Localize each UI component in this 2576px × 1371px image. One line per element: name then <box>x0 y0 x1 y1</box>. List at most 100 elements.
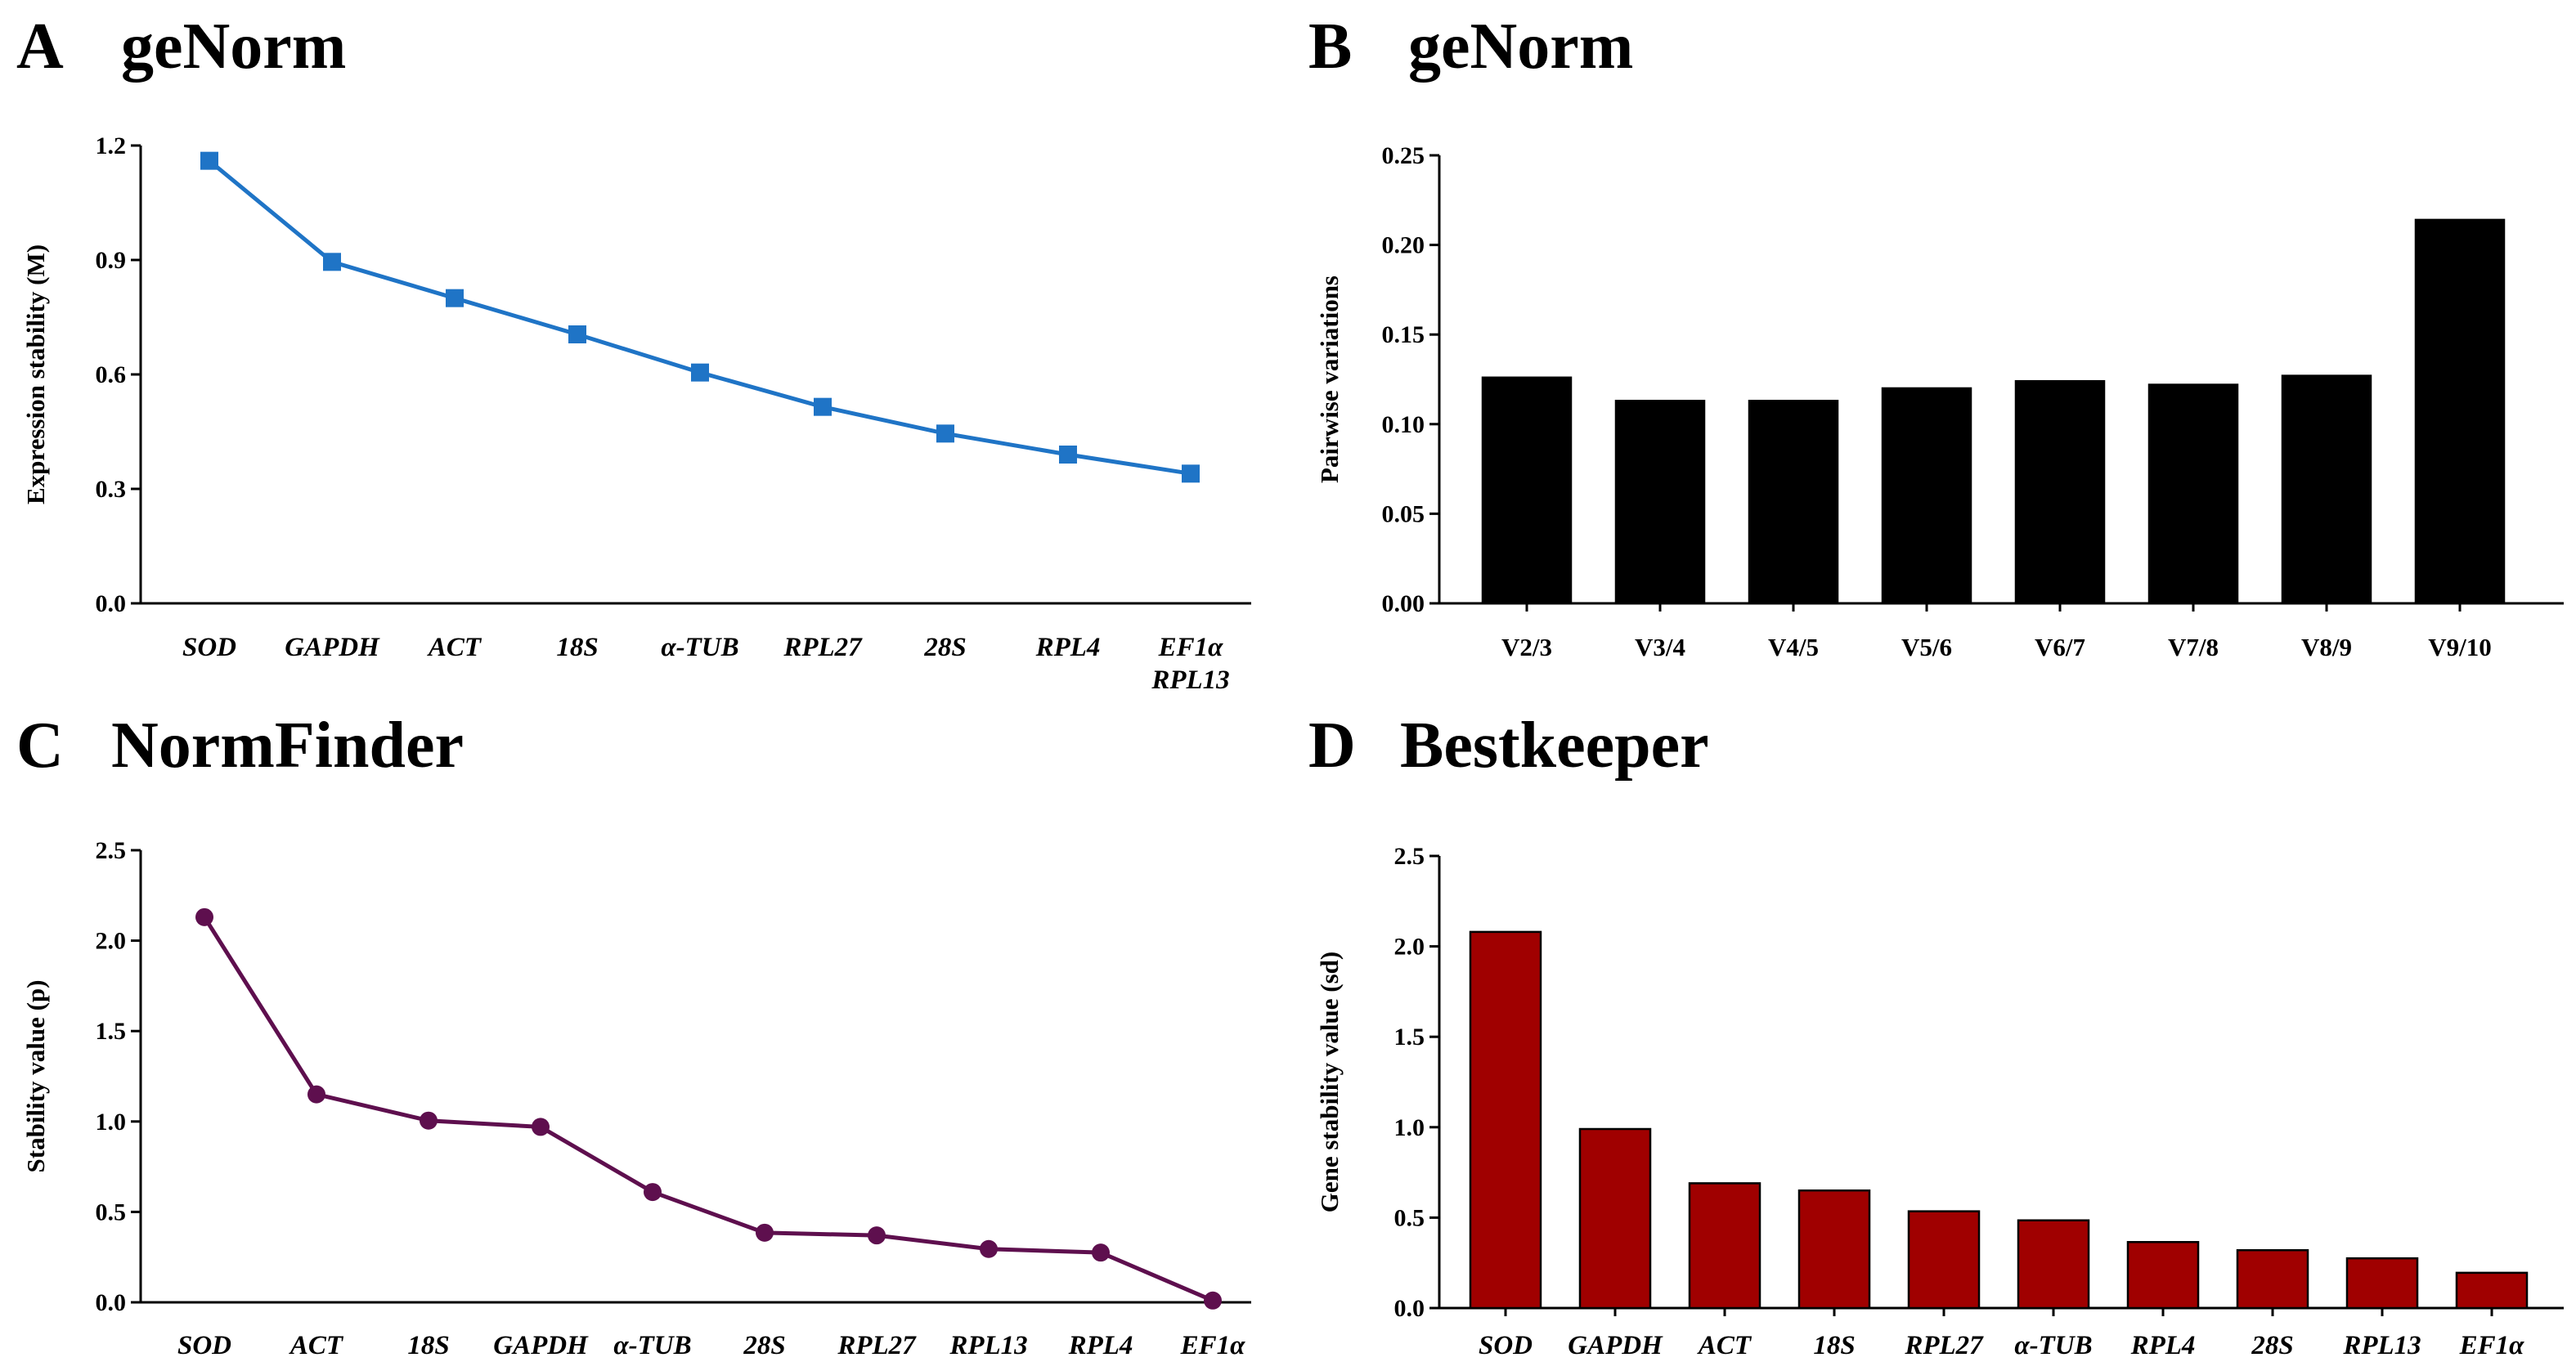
panel-a-y-axis-title: Expression stability (M) <box>21 244 50 504</box>
panel-a-data-point <box>323 253 341 271</box>
panel-d-bar <box>2126 1241 2200 1310</box>
panel-b-category-label: V2/3 <box>1501 633 1552 661</box>
panel-c-y-tick-label: 0.5 <box>96 1199 127 1225</box>
panel-c-data-point <box>307 1085 325 1104</box>
category-label-line: V4/5 <box>1768 633 1819 661</box>
panel-c-category-label: ACT <box>289 1331 344 1360</box>
panel-d-y-tick-label: 2.5 <box>1394 843 1425 870</box>
panel-d-category-label: EF1α <box>2459 1331 2525 1360</box>
panel-d-bar <box>2345 1257 2419 1310</box>
panel-b-bar <box>1481 376 1573 605</box>
category-label-line: V2/3 <box>1501 633 1552 661</box>
category-label-line: SOD <box>182 633 236 662</box>
panel-a-category-label: 18S <box>556 633 598 662</box>
panel-d-bar <box>2017 1219 2090 1310</box>
panel-c-category-label: RPL27 <box>837 1331 917 1360</box>
panel-c-category-label: 18S <box>407 1331 449 1360</box>
panel-a-data-point <box>936 424 954 443</box>
panel-a-category-label: α-TUB <box>661 633 738 662</box>
panel-d-title: Bestkeeper <box>1400 710 1709 782</box>
panel-c-data-point <box>756 1223 774 1242</box>
category-label-line: RPL13 <box>949 1331 1027 1360</box>
panel-d-bar <box>1578 1127 1652 1310</box>
panel-d-y-axis-title: Gene stability value (sd) <box>1315 952 1344 1212</box>
panel-c-data-point <box>420 1111 438 1130</box>
category-label-line: EF1α <box>2459 1331 2525 1360</box>
panel-d-category-label: GAPDH <box>1568 1331 1663 1360</box>
panel-c-data-point <box>644 1183 662 1202</box>
panel-a-category-label: GAPDH <box>285 633 380 662</box>
panel-c-category-label: α-TUB <box>613 1331 691 1360</box>
category-label-line: V8/9 <box>2301 633 2352 661</box>
category-label-line: ACT <box>427 633 482 662</box>
category-label-line: RPL4 <box>1035 633 1101 662</box>
panel-a-category-label: RPL4 <box>1035 633 1101 662</box>
category-label-line: 18S <box>556 633 598 662</box>
panel-b-category-label: V7/8 <box>2168 633 2219 661</box>
panel-c-category-label: RPL4 <box>1068 1331 1133 1360</box>
category-label-line: ACT <box>289 1331 344 1360</box>
category-label-line: ACT <box>1697 1331 1752 1360</box>
panel-a-data-point <box>200 151 218 170</box>
panel-a-data-point <box>568 325 586 343</box>
category-label-line: RPL13 <box>2342 1331 2421 1360</box>
panel-b-y-axis-title: Pairwise variations <box>1315 276 1344 483</box>
panel-c-y-axis-title: Stability value (p) <box>21 980 50 1173</box>
panel-c-category-label: 28S <box>743 1331 785 1360</box>
category-label-line: RPL4 <box>2130 1331 2196 1360</box>
panel-a-data-point <box>814 397 832 416</box>
panel-a-data-point <box>691 363 709 382</box>
category-label-line: 18S <box>1813 1331 1855 1360</box>
category-label-line: GAPDH <box>285 633 380 662</box>
panel-c-y-tick-label: 0.0 <box>96 1289 127 1316</box>
panel-a-y-tick-label: 1.2 <box>96 132 127 159</box>
panel-d-category-label: SOD <box>1479 1331 1533 1360</box>
panel-c-title: NormFinder <box>111 710 464 782</box>
panel-a-y-tick-label: 0.0 <box>96 590 127 617</box>
panel-d-category-label: RPL13 <box>2342 1331 2421 1360</box>
panel-b-y-tick-label: 0.05 <box>1382 500 1425 527</box>
panel-d-y-tick-label: 2.0 <box>1394 934 1425 961</box>
panel-b-letter: B <box>1308 11 1352 83</box>
panel-a-data-point <box>1182 464 1200 483</box>
panel-b-bar <box>2281 374 2372 605</box>
panel-b-bar <box>1881 387 1972 605</box>
panel-c-series-line <box>202 916 1214 1303</box>
panel-d-bar <box>1907 1210 1981 1310</box>
panel-a-category-label: ACT <box>427 633 482 662</box>
panel-b-y-tick-label: 0.10 <box>1382 411 1425 438</box>
panel-b-category-label: V6/7 <box>2035 633 2085 661</box>
panel-d-bar <box>2236 1248 2309 1310</box>
category-label-line: GAPDH <box>493 1331 589 1360</box>
category-label-line: α-TUB <box>661 633 738 662</box>
category-label-line: 18S <box>407 1331 449 1360</box>
category-label-line: EF1α <box>1180 1331 1246 1360</box>
panel-d-y-tick-label: 0.0 <box>1394 1295 1425 1322</box>
panel-c-category-label: RPL13 <box>949 1331 1027 1360</box>
panel-c-y-tick-label: 1.0 <box>96 1109 127 1136</box>
category-label-line: 28S <box>2251 1331 2293 1360</box>
category-label-line: V5/6 <box>1901 633 1952 661</box>
panel-b-category-label: V9/10 <box>2428 633 2492 661</box>
panel-a-series-line <box>208 159 1192 476</box>
panel-c-category-label: GAPDH <box>493 1331 589 1360</box>
panel-c-y-tick-label: 2.5 <box>96 837 127 864</box>
panel-b-bar <box>1748 400 1839 605</box>
panel-a-y-tick-label: 0.9 <box>96 247 127 274</box>
panel-c-letter: C <box>16 710 64 782</box>
category-label-line: GAPDH <box>1568 1331 1663 1360</box>
panel-d-category-label: RPL27 <box>1904 1331 1984 1360</box>
panel-c-data-point <box>1204 1291 1222 1310</box>
panel-c-data-point <box>1092 1243 1110 1262</box>
panel-a-title: geNorm <box>121 11 346 83</box>
panel-c-line-chart: C NormFinder 0.0 0.5 1.0 1.5 2.0 2.5 Stability v… <box>16 710 1251 1360</box>
panel-b-y-tick-label: 0.00 <box>1382 590 1425 617</box>
panel-b-bar <box>2147 383 2239 605</box>
panel-c-data-point <box>980 1239 998 1258</box>
panel-d-bar <box>2455 1271 2529 1310</box>
panel-d-category-label: 18S <box>1813 1331 1855 1360</box>
panel-b-category-label: V5/6 <box>1901 633 1952 661</box>
